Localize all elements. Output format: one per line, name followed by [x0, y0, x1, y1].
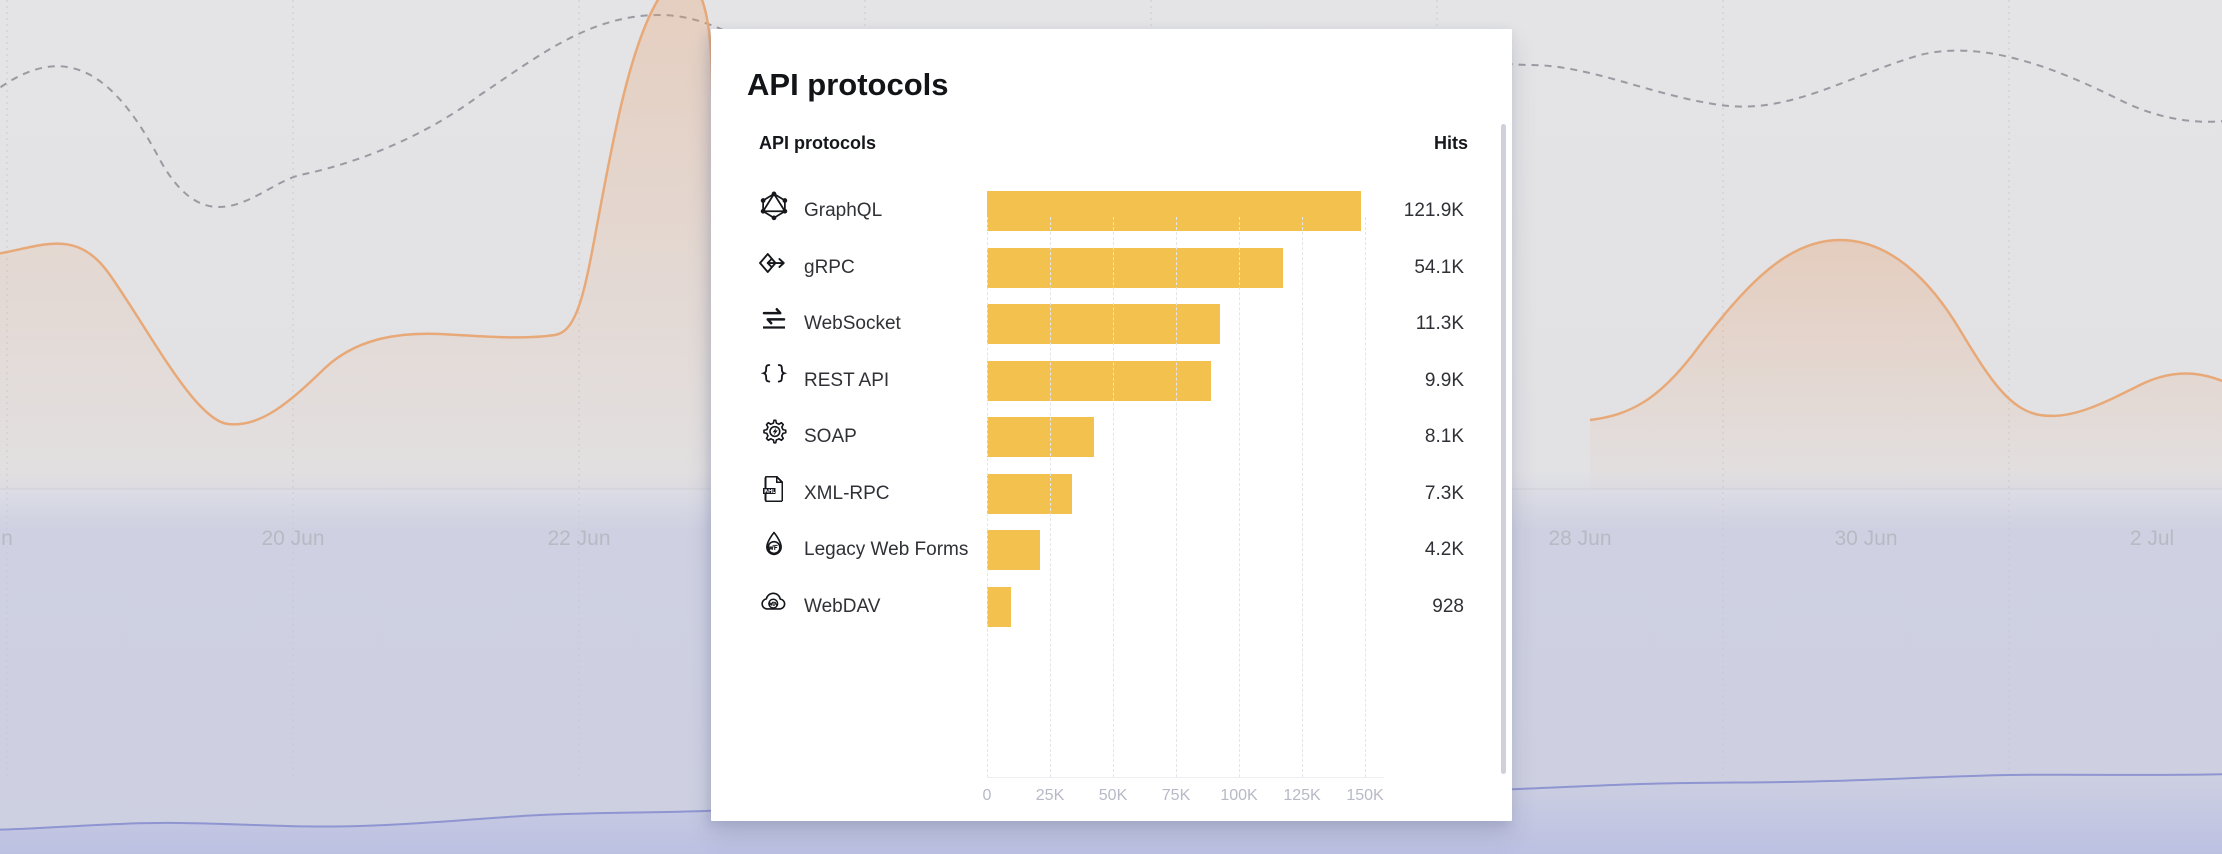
- svg-text:20 Jun: 20 Jun: [261, 527, 324, 550]
- svg-text:30 Jun: 30 Jun: [1834, 527, 1897, 550]
- svg-text:22 Jun: 22 Jun: [547, 527, 610, 550]
- svg-text:2 Jul: 2 Jul: [2130, 527, 2174, 550]
- svg-text:n: n: [1, 527, 13, 550]
- svg-text:28 Jun: 28 Jun: [1548, 527, 1611, 550]
